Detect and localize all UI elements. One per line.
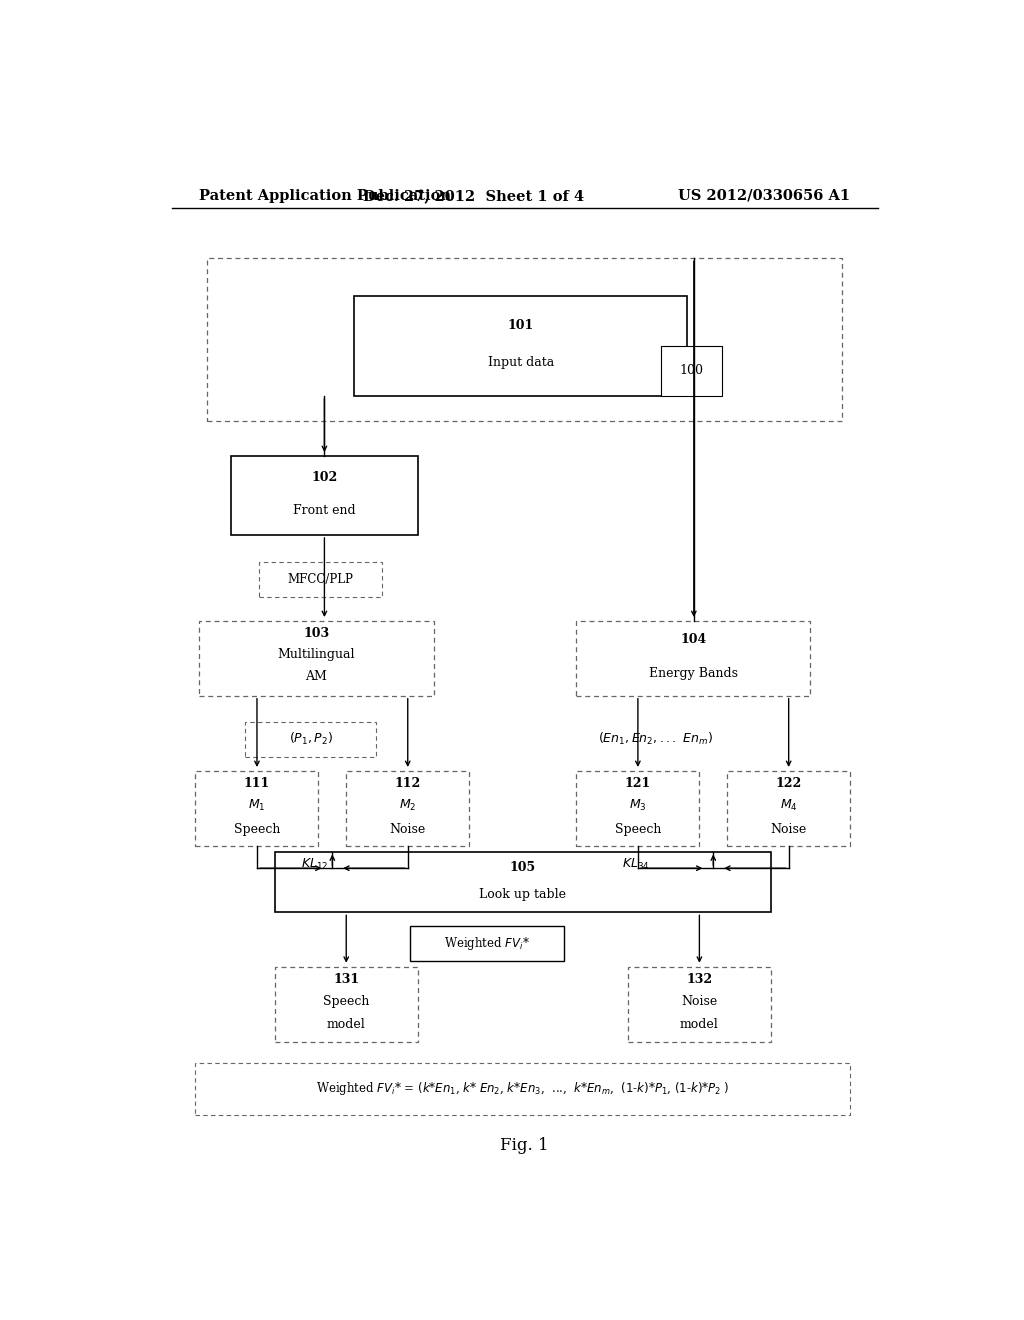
Text: Weighted $FV_i$*: Weighted $FV_i$*	[444, 935, 530, 952]
Text: Speech: Speech	[233, 822, 281, 836]
Text: 112: 112	[394, 776, 421, 789]
Bar	[274, 966, 418, 1041]
Text: AM: AM	[305, 671, 328, 682]
Bar	[196, 1063, 850, 1115]
Text: $KL_{12}$: $KL_{12}$	[301, 857, 329, 871]
Text: model: model	[327, 1018, 366, 1031]
Text: 105: 105	[510, 861, 536, 874]
Text: US 2012/0330656 A1: US 2012/0330656 A1	[678, 189, 850, 203]
Text: $KL_{34}$: $KL_{34}$	[622, 857, 649, 871]
Text: $M_2$: $M_2$	[399, 799, 417, 813]
Text: $(En_1, En_2,...\ En_m)$: $(En_1, En_2,...\ En_m)$	[598, 731, 714, 747]
Bar	[274, 853, 771, 912]
Text: 131: 131	[333, 973, 359, 986]
Text: Noise: Noise	[681, 995, 718, 1008]
Text: model: model	[680, 1018, 719, 1031]
Text: 101: 101	[508, 318, 534, 331]
Text: Noise: Noise	[770, 822, 807, 836]
Text: Speech: Speech	[614, 822, 662, 836]
Text: 102: 102	[311, 470, 338, 483]
Bar	[354, 296, 687, 396]
Bar	[231, 455, 418, 535]
Text: Multilingual: Multilingual	[278, 648, 355, 660]
Text: 104: 104	[680, 634, 707, 647]
Text: 122: 122	[775, 776, 802, 789]
Bar	[577, 620, 811, 696]
Bar	[346, 771, 469, 846]
Bar	[410, 925, 564, 961]
Text: MFCC/PLP: MFCC/PLP	[288, 573, 353, 586]
Text: Noise: Noise	[389, 822, 426, 836]
Bar	[196, 771, 318, 846]
Text: Speech: Speech	[323, 995, 370, 1008]
Bar	[628, 966, 771, 1041]
Text: 103: 103	[303, 627, 330, 640]
Bar	[259, 562, 382, 598]
Text: $M_3$: $M_3$	[629, 799, 647, 813]
Bar	[577, 771, 699, 846]
Text: 121: 121	[625, 776, 651, 789]
Text: Dec. 27, 2012  Sheet 1 of 4: Dec. 27, 2012 Sheet 1 of 4	[362, 189, 584, 203]
Bar	[727, 771, 850, 846]
Text: Weighted $FV_i$* = $(k$*$En_1$, $k$* $En_2$, $k$*$En_3$,  ...,  $k$*$En_m$,  $(1: Weighted $FV_i$* = $(k$*$En_1$, $k$* $En…	[316, 1081, 729, 1097]
Text: 132: 132	[686, 973, 713, 986]
Text: Look up table: Look up table	[479, 888, 566, 902]
Text: $M_4$: $M_4$	[780, 799, 798, 813]
Bar	[246, 722, 377, 756]
Bar	[200, 620, 433, 696]
Text: Fig. 1: Fig. 1	[501, 1137, 549, 1154]
Text: 111: 111	[244, 776, 270, 789]
Bar	[207, 259, 843, 421]
Text: $M_1$: $M_1$	[248, 799, 265, 813]
Text: $(P_1, P_2)$: $(P_1, P_2)$	[289, 731, 333, 747]
Text: Input data: Input data	[487, 356, 554, 370]
Text: Patent Application Publication: Patent Application Publication	[200, 189, 452, 203]
Text: 100: 100	[680, 364, 703, 378]
Text: Energy Bands: Energy Bands	[649, 667, 738, 680]
Text: Front end: Front end	[293, 504, 355, 517]
